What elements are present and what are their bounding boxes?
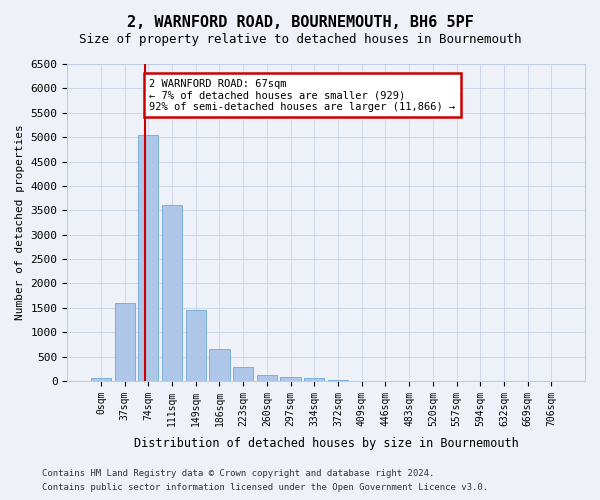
- Text: 2, WARNFORD ROAD, BOURNEMOUTH, BH6 5PF: 2, WARNFORD ROAD, BOURNEMOUTH, BH6 5PF: [127, 15, 473, 30]
- Bar: [162, 206, 182, 381]
- Text: Size of property relative to detached houses in Bournemouth: Size of property relative to detached ho…: [79, 32, 521, 46]
- Bar: [185, 310, 206, 381]
- X-axis label: Distribution of detached houses by size in Bournemouth: Distribution of detached houses by size …: [134, 437, 518, 450]
- Bar: [304, 378, 325, 381]
- Bar: [280, 377, 301, 381]
- Bar: [115, 303, 134, 381]
- Bar: [257, 375, 277, 381]
- Text: Contains public sector information licensed under the Open Government Licence v3: Contains public sector information licen…: [42, 484, 488, 492]
- Text: 2 WARNFORD ROAD: 67sqm
← 7% of detached houses are smaller (929)
92% of semi-det: 2 WARNFORD ROAD: 67sqm ← 7% of detached …: [149, 78, 456, 112]
- Bar: [209, 349, 230, 381]
- Text: Contains HM Land Registry data © Crown copyright and database right 2024.: Contains HM Land Registry data © Crown c…: [42, 468, 434, 477]
- Bar: [138, 134, 158, 381]
- Bar: [233, 368, 253, 381]
- Y-axis label: Number of detached properties: Number of detached properties: [15, 124, 25, 320]
- Bar: [91, 378, 111, 381]
